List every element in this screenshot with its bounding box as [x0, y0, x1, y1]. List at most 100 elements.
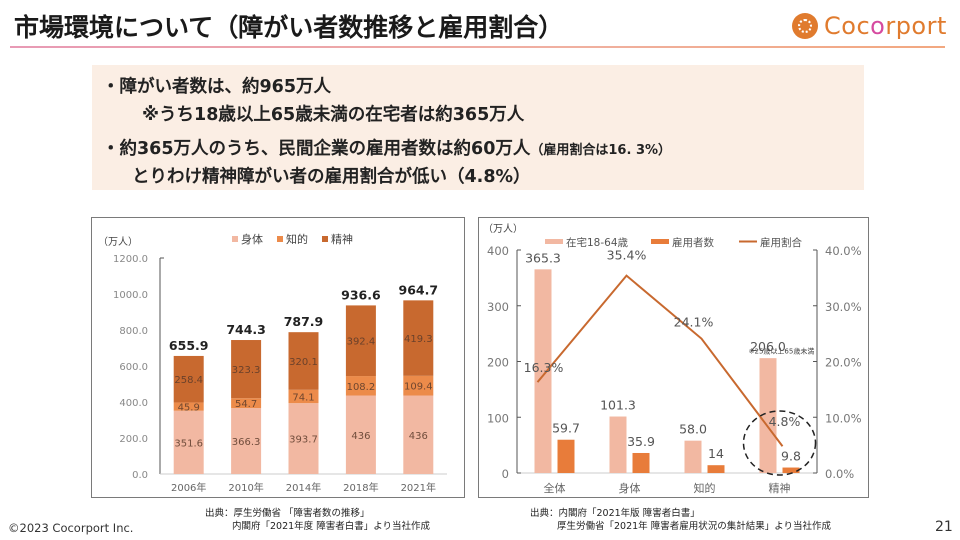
page-number: 21 — [935, 519, 953, 535]
bar-value-label: 109.4 — [404, 382, 433, 393]
bar-value-label: 206.0 — [750, 339, 786, 354]
bar-value-label: 351.6 — [174, 438, 203, 449]
bar-value-label: 45.9 — [178, 403, 200, 414]
y-left-tick-label: 400 — [487, 244, 509, 258]
legend-label-1: 雇用者数 — [672, 236, 714, 249]
bar-雇用者数-2 — [707, 465, 725, 473]
bar-知的-1 — [231, 398, 262, 409]
legend-label-1: 知的 — [286, 232, 308, 246]
source-left-1: 出典：厚生労働省 「障害者数の推移」 — [205, 508, 370, 519]
copyright: ©2023 Cocorport Inc. — [8, 521, 134, 535]
summary-bullet-2-cont: とりわけ精神障がい者の雇用割合が低い（4.8%） — [132, 167, 531, 187]
legend-label-0: 在宅18-64歳 — [566, 236, 629, 249]
bar-身体-3 — [345, 395, 376, 474]
bar-total-label: 964.7 — [399, 282, 439, 297]
y-right-tick-label: 10.0% — [825, 411, 862, 425]
bar-value-label: 392.4 — [347, 337, 376, 348]
x-tick-label: 2006年 — [171, 481, 206, 494]
y-left-tick-label: 100 — [487, 411, 509, 425]
bar-身体-0 — [173, 410, 204, 474]
summary-box: ・障がい者数は、約965万人 ※うち18歳以上65歳未満の在宅者は約365万人 … — [92, 65, 864, 190]
bar-精神-3 — [345, 305, 376, 377]
logo-text-part: Coc — [824, 12, 871, 40]
bar-知的-0 — [173, 402, 204, 411]
y-tick-label: 1000.0 — [113, 290, 148, 301]
bar-身体-4 — [403, 395, 434, 474]
stacked-bar-chart: （万人） 身体 知的 精神 0.0 200.0 400.0 600.0 800.0 1000.0 1… — [98, 232, 447, 494]
bar-value-label: 14 — [708, 446, 724, 461]
bar-在宅18-64歳-0 — [534, 269, 552, 473]
x-tick-label: 知的 — [694, 481, 716, 495]
y-tick-label: 800.0 — [119, 326, 148, 337]
y-right-tick-label: 0.0% — [825, 467, 854, 481]
bar-total-label: 744.3 — [226, 322, 266, 337]
legend-swatch-0 — [545, 239, 563, 244]
bar-line-chart: （万人） 在宅18-64歳 雇用者数 雇用割合 0 100 200 300 400 0.0% 10.… — [483, 223, 862, 495]
source-left-2: 内閣府「2021年度 障害者白書」より当社作成 — [232, 521, 431, 532]
y-right-tick-label: 40.0% — [825, 244, 862, 258]
bar-value-label: 320.1 — [289, 357, 318, 368]
logo-text-part: rport — [885, 12, 947, 40]
bar-value-label: 366.3 — [232, 437, 261, 448]
source-right-1: 出典：内閣府「2021年版 障害者白書」 — [530, 508, 700, 519]
bar-知的-4 — [403, 375, 434, 396]
bar-在宅18-64歳-3 — [759, 358, 777, 473]
bar-身体-2 — [288, 403, 319, 474]
bar-value-label: 35.9 — [627, 434, 655, 449]
chart-employment-ratio: （万人） 在宅18-64歳 雇用者数 雇用割合 0 100 200 300 400 0.0% 10.… — [478, 217, 869, 498]
x-tick-label: 2014年 — [286, 481, 321, 494]
legend-label-2: 雇用割合 — [760, 236, 802, 249]
bar-value-label: 436 — [409, 431, 428, 442]
summary-bullet-2-ratio: （雇用割合は16. 3%） — [530, 143, 672, 158]
page-title: 市場環境について（障がい者数推移と雇用割合） — [14, 13, 564, 42]
x-tick-label: 身体 — [619, 481, 641, 495]
x-tick-label: 2018年 — [343, 481, 378, 494]
bar-value-label: 58.0 — [679, 422, 707, 437]
chart-disability-population: （万人） 身体 知的 精神 0.0 200.0 400.0 600.0 800.0 1000.0 1… — [91, 217, 465, 498]
bar-雇用者数-1 — [632, 452, 650, 473]
legend-swatch-1 — [277, 236, 283, 242]
legend-swatch-1 — [651, 239, 669, 244]
bar-value-label: 54.7 — [235, 399, 257, 410]
y-right-tick-label: 20.0% — [825, 356, 862, 370]
bar-value-label: 108.2 — [347, 382, 376, 393]
title-divider — [10, 46, 945, 48]
bar-在宅18-64歳-2 — [684, 440, 702, 473]
y-left-tick-label: 200 — [487, 356, 509, 370]
y-tick-label: 1200.0 — [113, 254, 148, 265]
summary-bullet-2: ・約365万人のうち、民間企業の雇用者数は約60万人（雇用割合は16. 3%） — [102, 135, 671, 160]
y-tick-label: 600.0 — [119, 362, 148, 373]
legend-label-0: 身体 — [241, 232, 263, 246]
bar-value-label: 393.7 — [289, 435, 318, 446]
bar-total-label: 655.9 — [169, 338, 209, 353]
x-tick-label: 精神 — [769, 481, 791, 495]
bar-精神-4 — [403, 300, 434, 376]
bar-value-label: 59.7 — [552, 421, 580, 436]
bar-身体-1 — [231, 408, 262, 474]
y-tick-label: 400.0 — [119, 398, 148, 409]
bar-value-label: 101.3 — [600, 398, 636, 413]
line-value-label: 4.8% — [769, 414, 801, 429]
y-axis-unit: （万人） — [98, 236, 138, 248]
highlight-circle — [742, 410, 817, 476]
logo-wordmark: Cocorport — [824, 12, 947, 40]
x-tick-label: 2010年 — [228, 481, 263, 494]
x-tick-label: 全体 — [544, 481, 566, 495]
logo-text-accent: o — [870, 12, 886, 40]
y-tick-label: 0.0 — [132, 470, 148, 481]
bar-雇用者数-3 — [782, 467, 800, 473]
bar-精神-2 — [288, 332, 319, 390]
bar-value-label: 74.1 — [292, 392, 314, 403]
bar-total-label: 936.6 — [341, 287, 381, 302]
bar-知的-3 — [345, 376, 376, 396]
bar-value-label: 436 — [351, 431, 370, 442]
bar-精神-1 — [231, 340, 262, 399]
bar-value-label: 258.4 — [174, 375, 203, 386]
line-value-label: 24.1% — [674, 315, 714, 330]
legend-swatch-2 — [322, 236, 328, 242]
y-right-tick-label: 30.0% — [825, 300, 862, 314]
y-left-tick-label: 300 — [487, 300, 509, 314]
bar-雇用者数-0 — [557, 439, 575, 473]
company-logo: Cocorport — [792, 12, 947, 40]
bar-知的-2 — [288, 389, 319, 404]
